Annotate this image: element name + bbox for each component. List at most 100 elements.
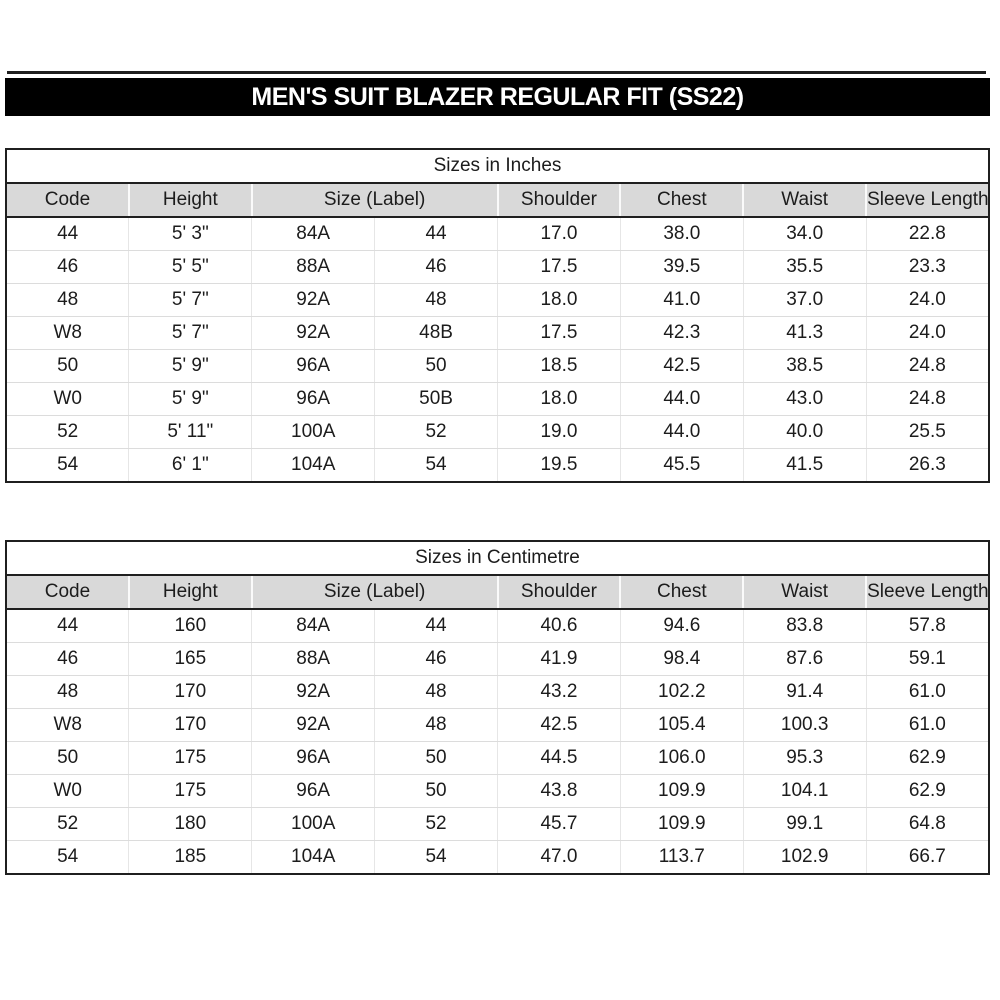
table-title-row: Sizes in Inches (6, 149, 989, 184)
table-cell: 37.0 (742, 283, 867, 317)
table-cell: 50 (374, 774, 498, 808)
table-row: W8 5' 7" 92A 48B 17.5 42.3 41.3 24.0 (6, 316, 989, 350)
table-cell: 5' 9" (128, 349, 252, 383)
table-cell: 5' 3" (128, 217, 252, 251)
table-cell: 54 (374, 840, 498, 874)
table-cell: 48 (6, 283, 129, 317)
table-cell: 24.8 (865, 349, 989, 383)
table-cell: 52 (6, 415, 129, 449)
column-header-chest: Chest (619, 574, 744, 610)
table-cell: 41.5 (742, 448, 867, 482)
column-header-chest: Chest (619, 182, 744, 218)
table-cell: W0 (6, 382, 129, 416)
column-header-size-label: Size (Label) (250, 574, 498, 610)
table-cell: 92A (251, 675, 375, 709)
table-cell: 87.6 (742, 642, 867, 676)
table-cell: 170 (128, 708, 252, 742)
table-cell: 92A (251, 708, 375, 742)
table-row: 52 5' 11" 100A 52 19.0 44.0 40.0 25.5 (6, 415, 989, 449)
table-cell: 24.0 (865, 316, 989, 350)
table-header-row: Code Height Size (Label) Shoulder Chest Waist… (6, 574, 989, 610)
table-cell: 34.0 (742, 217, 867, 251)
table-cell: 54 (6, 448, 129, 482)
table-cell: 109.9 (619, 774, 744, 808)
table-cell: 48 (374, 675, 498, 709)
column-header-waist: Waist (742, 574, 867, 610)
table-cell: 96A (251, 382, 375, 416)
table-cell: 52 (374, 807, 498, 841)
table-cell: 6' 1" (128, 448, 252, 482)
table-cell: 5' 11" (128, 415, 252, 449)
column-header-code: Code (6, 182, 129, 218)
table-cell: 106.0 (619, 741, 744, 775)
table-cell: 46 (6, 250, 129, 284)
table-cell: 46 (6, 642, 129, 676)
table-cell: 88A (251, 642, 375, 676)
table-cell: 38.0 (619, 217, 744, 251)
table-cell: 18.5 (497, 349, 621, 383)
table-cell: 5' 5" (128, 250, 252, 284)
table-row: 46 5' 5" 88A 46 17.5 39.5 35.5 23.3 (6, 250, 989, 284)
table-cell: 38.5 (742, 349, 867, 383)
table-cell: 44.0 (619, 415, 744, 449)
table-header-row: Code Height Size (Label) Shoulder Chest Waist… (6, 182, 989, 218)
table-cell: 41.3 (742, 316, 867, 350)
table-cell: 84A (251, 609, 375, 643)
table-cell: 5' 7" (128, 316, 252, 350)
table-cell: 91.4 (742, 675, 867, 709)
table-cell: 52 (6, 807, 129, 841)
table-cell: 54 (374, 448, 498, 482)
table-cell: 92A (251, 316, 375, 350)
chart-title-bar: MEN'S SUIT BLAZER REGULAR FIT (SS22) (5, 78, 990, 116)
table-row: 50 5' 9" 96A 50 18.5 42.5 38.5 24.8 (6, 349, 989, 383)
table-cell: 48 (374, 708, 498, 742)
table-row: 48 170 92A 48 43.2 102.2 91.4 61.0 (6, 675, 989, 709)
table-cell: 185 (128, 840, 252, 874)
table-cell: 44 (6, 609, 129, 643)
table-cell: 45.5 (619, 448, 744, 482)
column-header-waist: Waist (742, 182, 867, 218)
table-cell: 61.0 (865, 675, 989, 709)
table-cell: 92A (251, 283, 375, 317)
table-cell: 48B (374, 316, 498, 350)
size-table-grid: Sizes in Inches Code Height Size (Label) Sho… (5, 148, 990, 483)
table-cell: 22.8 (865, 217, 989, 251)
table-cell: 5' 9" (128, 382, 252, 416)
table-cell: 59.1 (865, 642, 989, 676)
table-cell: 96A (251, 774, 375, 808)
table-cell: 18.0 (497, 382, 621, 416)
table-cell: 50 (374, 349, 498, 383)
table-cell: 99.1 (742, 807, 867, 841)
table-row: 54 6' 1" 104A 54 19.5 45.5 41.5 26.3 (6, 448, 989, 482)
table-cell: 48 (6, 675, 129, 709)
table-cell: 17.5 (497, 316, 621, 350)
top-divider-line (7, 71, 986, 74)
table-cell: 180 (128, 807, 252, 841)
table-cell: 54 (6, 840, 129, 874)
table-cell: 44.0 (619, 382, 744, 416)
table-row: 46 165 88A 46 41.9 98.4 87.6 59.1 (6, 642, 989, 676)
table-cell: 102.9 (742, 840, 867, 874)
table-row: 52 180 100A 52 45.7 109.9 99.1 64.8 (6, 807, 989, 841)
table-cell: 47.0 (497, 840, 621, 874)
table-cell: 44.5 (497, 741, 621, 775)
table-cell: 50 (374, 741, 498, 775)
table-cell: W8 (6, 708, 129, 742)
table-cell: 175 (128, 741, 252, 775)
column-header-shoulder: Shoulder (496, 574, 621, 610)
table-cell: W8 (6, 316, 129, 350)
table-title: Sizes in Centimetre (6, 541, 989, 576)
table-cell: 41.9 (497, 642, 621, 676)
table-cell: 50 (6, 349, 129, 383)
table-cell: 44 (6, 217, 129, 251)
table-row: 50 175 96A 50 44.5 106.0 95.3 62.9 (6, 741, 989, 775)
table-cell: 25.5 (865, 415, 989, 449)
table-cell: 96A (251, 349, 375, 383)
table-row: W8 170 92A 48 42.5 105.4 100.3 61.0 (6, 708, 989, 742)
table-cell: 43.2 (497, 675, 621, 709)
table-cell: 98.4 (619, 642, 744, 676)
table-cell: 88A (251, 250, 375, 284)
table-cell: 84A (251, 217, 375, 251)
table-cell: 50 (6, 741, 129, 775)
table-cell: 165 (128, 642, 252, 676)
